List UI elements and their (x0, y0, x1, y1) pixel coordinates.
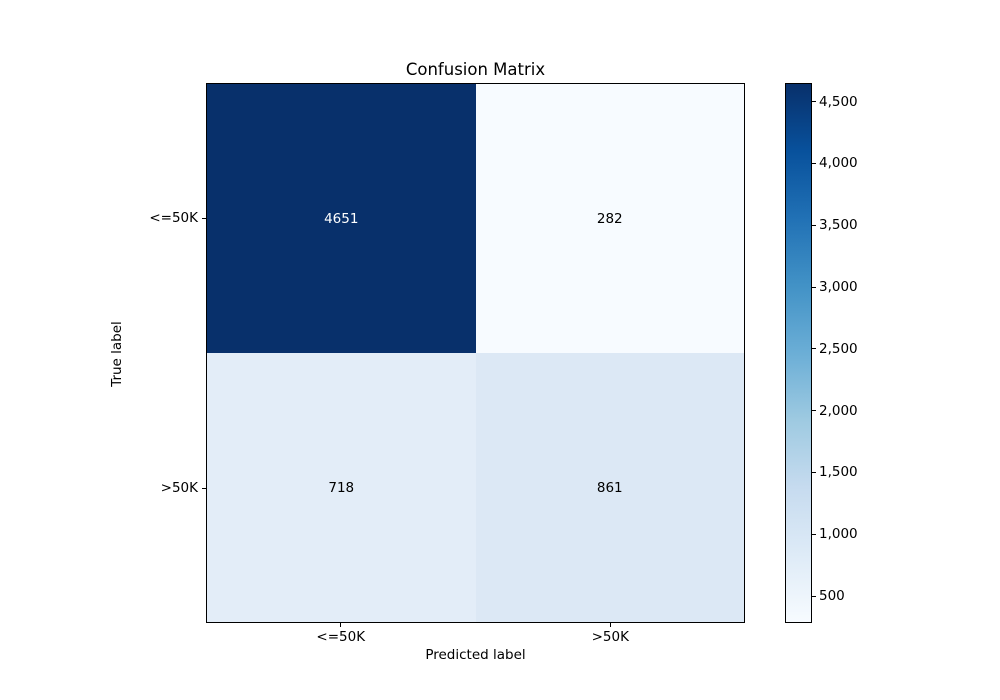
y-tick-mark (202, 217, 206, 219)
y-tick-label: <=50K (149, 210, 198, 226)
y-axis-label: True label (109, 321, 125, 387)
x-tick-label: <=50K (316, 629, 366, 645)
heatmap-cell-1-0: 718 (207, 353, 476, 622)
y-tick-label: >50K (160, 480, 198, 496)
heatmap-cell-1-1: 861 (475, 353, 744, 622)
colorbar-tick-mark (812, 410, 816, 412)
y-tick-mark (202, 487, 206, 489)
colorbar (785, 83, 812, 623)
colorbar-tick-mark (812, 348, 816, 350)
heatmap-cell-0-0: 4651 (207, 84, 476, 353)
x-axis-label: Predicted label (425, 647, 526, 663)
colorbar-tick-mark (812, 162, 816, 164)
colorbar-tick-label: 3,000 (819, 279, 858, 296)
heatmap: 4651 282 718 861 (206, 83, 745, 623)
colorbar-tick-label: 4,500 (819, 93, 858, 110)
colorbar-tick-label: 4,000 (819, 155, 858, 172)
colorbar-tick-label: 3,500 (819, 217, 858, 234)
heatmap-cell-0-1: 282 (475, 84, 744, 353)
x-tick-label: >50K (591, 629, 629, 645)
colorbar-tick-mark (812, 595, 816, 597)
colorbar-tick-label: 1,000 (819, 526, 858, 543)
colorbar-tick-mark (812, 533, 816, 535)
colorbar-tick-mark (812, 224, 816, 226)
colorbar-tick-label: 2,000 (819, 402, 858, 419)
colorbar-tick-label: 1,500 (819, 464, 858, 481)
colorbar-tick-mark (812, 286, 816, 288)
chart-title: Confusion Matrix (405, 60, 546, 79)
colorbar-tick-mark (812, 101, 816, 103)
colorbar-tick-label: 500 (819, 588, 845, 605)
colorbar-tick-label: 2,500 (819, 340, 858, 357)
colorbar-tick-mark (812, 471, 816, 473)
x-tick-mark (609, 623, 611, 627)
x-tick-mark (340, 623, 342, 627)
